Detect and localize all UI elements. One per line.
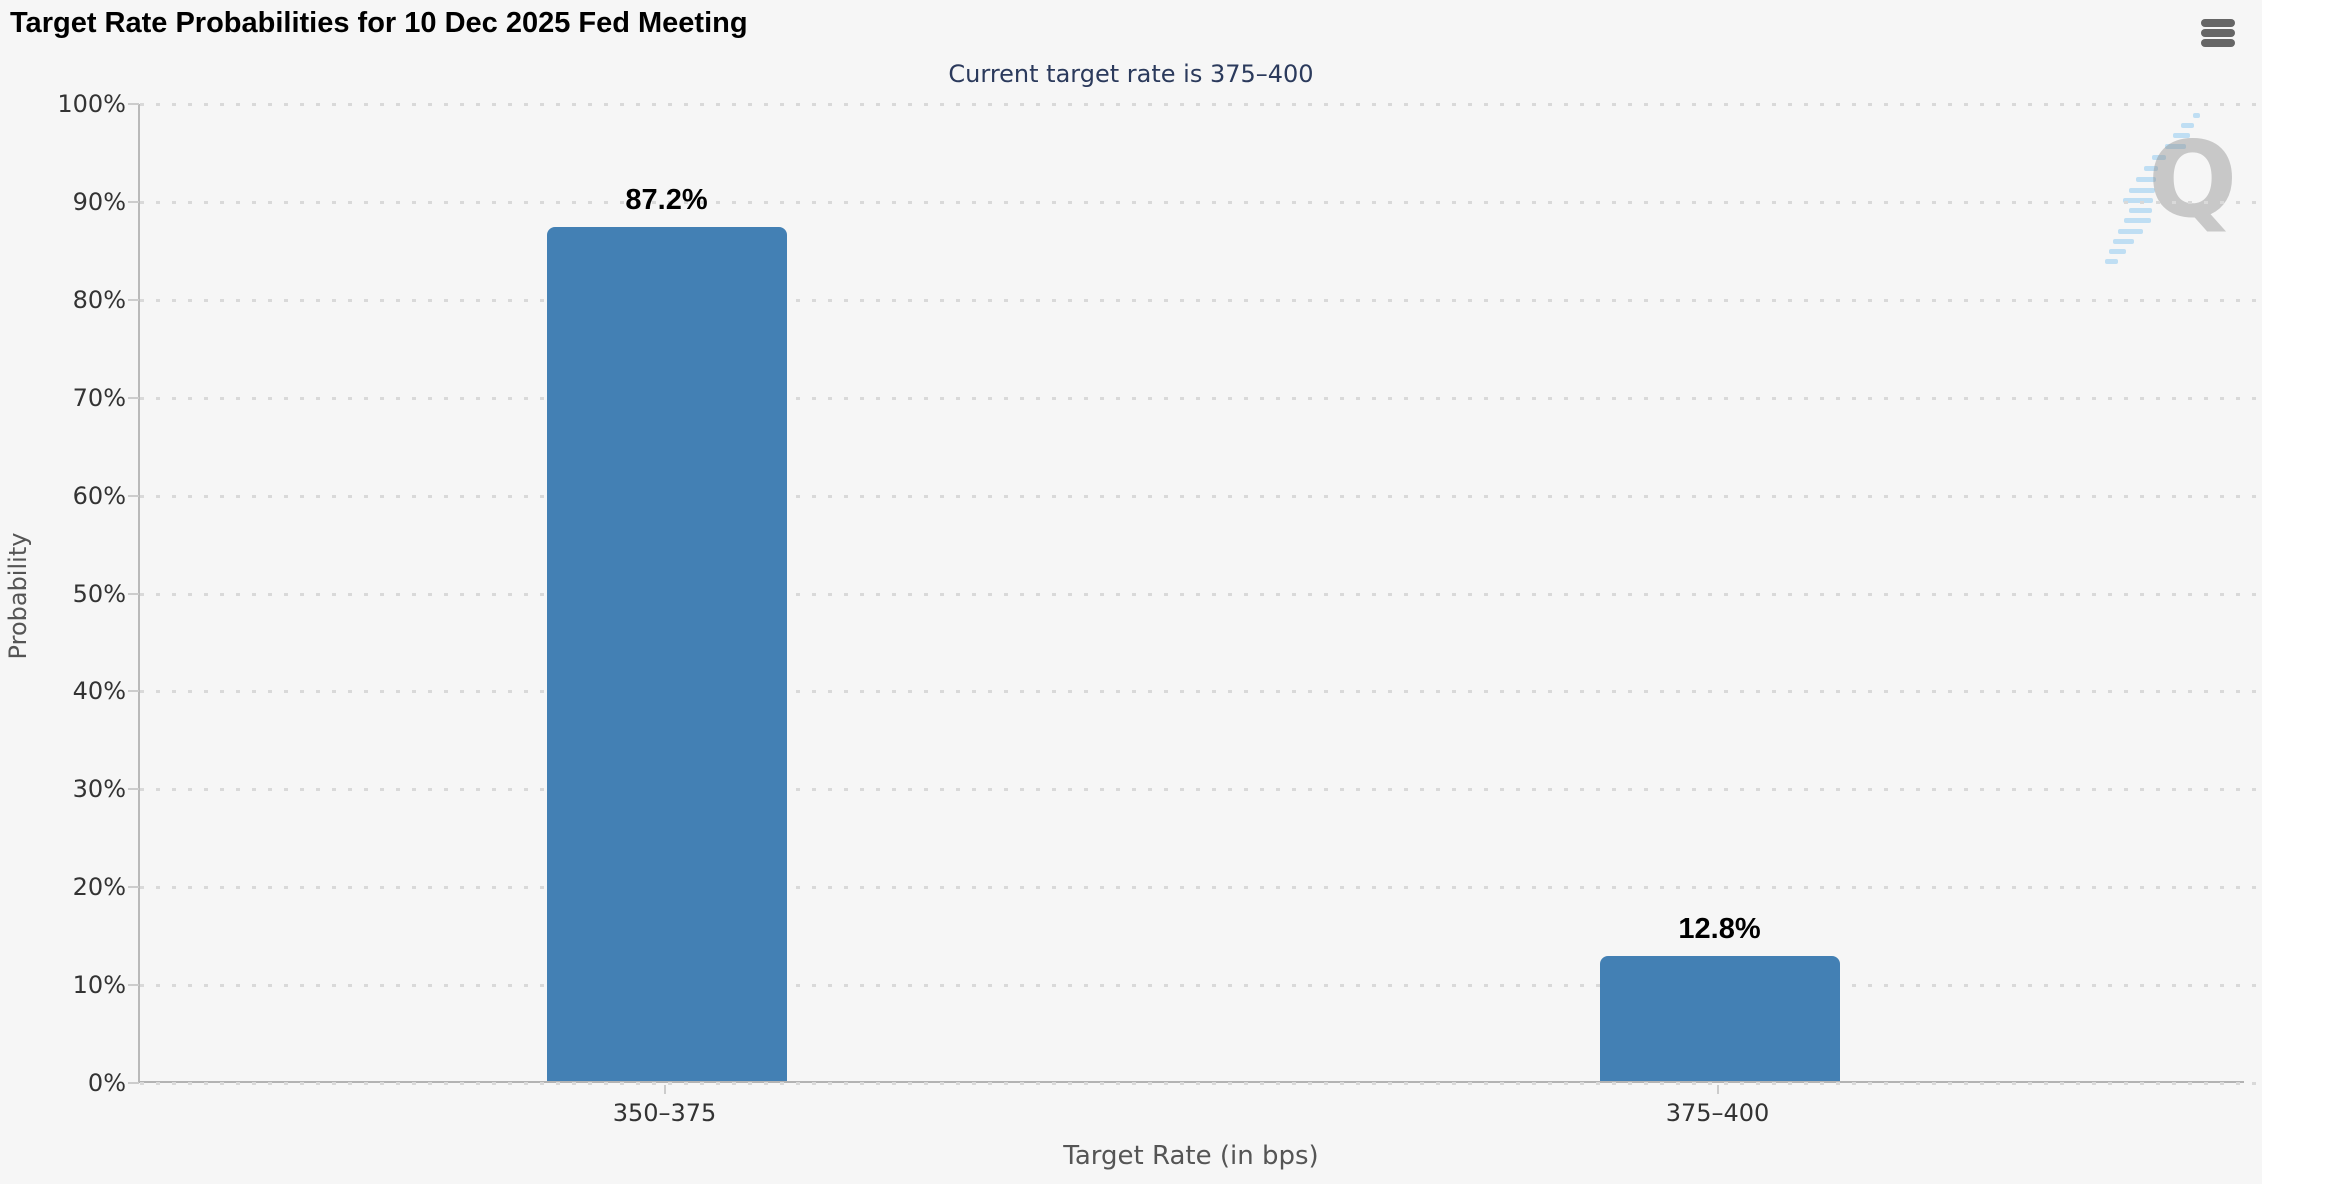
- bar-375–400[interactable]: [1599, 955, 1840, 1081]
- y-axis-tick-label: 30%: [72, 775, 126, 804]
- y-axis-tick-label: 10%: [72, 971, 126, 1000]
- y-axis-tick: [128, 690, 139, 693]
- hamburger-bar: [2201, 39, 2235, 47]
- gridline: [140, 1082, 2256, 1085]
- gridline: [140, 690, 2256, 694]
- y-axis-tick-label: 80%: [72, 285, 126, 314]
- y-axis-tick-label: 20%: [72, 873, 126, 902]
- y-axis-tick-label: 100%: [57, 90, 126, 118]
- gridline: [140, 788, 2256, 792]
- y-axis-title: Probability: [4, 532, 32, 660]
- y-axis-tick: [128, 1082, 139, 1084]
- plot-area: 87.2% 12.8%: [128, 103, 2256, 1085]
- y-axis-tick: [128, 886, 139, 889]
- y-axis-tick: [128, 788, 139, 791]
- gridline: [140, 494, 2256, 498]
- bar-350–375[interactable]: [546, 227, 787, 1081]
- y-axis-tick-labels: 0% 10% 20% 30% 40% 50% 60% 70% 80% 90% 100%: [0, 90, 126, 1097]
- y-axis-tick: [128, 396, 139, 399]
- hamburger-bar: [2201, 29, 2235, 37]
- x-axis-category-label: 350–375: [612, 1099, 717, 1127]
- gridline: [140, 298, 2256, 302]
- y-axis-tick: [128, 494, 139, 497]
- gridline: [140, 592, 2256, 596]
- hamburger-bar: [2201, 19, 2235, 27]
- x-axis-tick: [1716, 1085, 1719, 1094]
- gridline: [140, 103, 2256, 106]
- x-axis-title: Target Rate (in bps): [1063, 1141, 1319, 1171]
- y-axis-tick-label: 70%: [72, 383, 126, 412]
- gridline: [140, 200, 2256, 204]
- gridline: [140, 396, 2256, 400]
- y-axis-tick: [128, 200, 139, 203]
- chart-container: Target Rate Probabilities for 10 Dec 202…: [0, 7, 2256, 1171]
- gridline: [140, 886, 2256, 890]
- y-axis-tick: [128, 984, 139, 987]
- chart-subtitle: Current target rate is 375–400: [948, 60, 1314, 88]
- y-axis-tick: [128, 103, 139, 105]
- hamburger-menu-icon[interactable]: [2201, 19, 2235, 47]
- y-axis-tick-label: 60%: [72, 481, 126, 510]
- y-axis-tick: [128, 592, 139, 595]
- bar-value-label: 12.8%: [1678, 912, 1761, 945]
- y-axis-tick-label: 40%: [72, 677, 126, 706]
- chart-title: Target Rate Probabilities for 10 Dec 202…: [10, 7, 748, 39]
- gridline: [140, 984, 2256, 988]
- y-axis-tick-label: 0%: [87, 1069, 126, 1097]
- y-axis-tick-label: 90%: [72, 187, 126, 216]
- y-axis-tick: [128, 298, 139, 301]
- bar-value-label: 87.2%: [625, 184, 708, 217]
- x-axis-category-label: 375–400: [1665, 1099, 1770, 1127]
- y-axis-tick-label: 50%: [72, 579, 126, 608]
- x-axis-tick: [663, 1085, 666, 1094]
